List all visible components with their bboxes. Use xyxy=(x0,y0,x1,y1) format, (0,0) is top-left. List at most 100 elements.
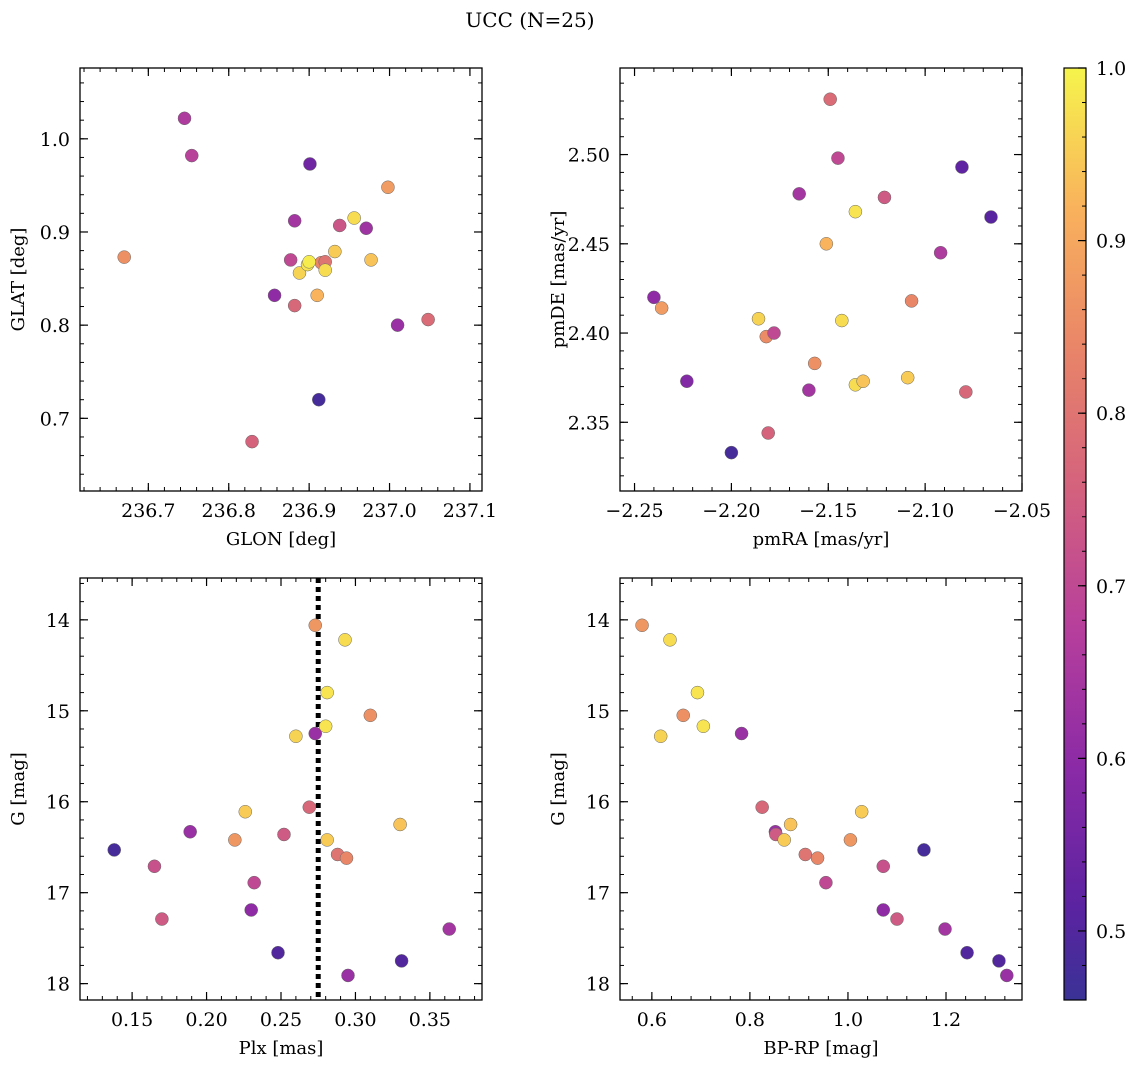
scatter-point xyxy=(877,190,892,205)
x-tick-label: −2.05 xyxy=(993,500,1051,522)
y-tick-label: 16 xyxy=(46,792,70,814)
scatter-point xyxy=(848,204,863,219)
scatter-point xyxy=(900,370,915,385)
y-axis-label: GLAT [deg] xyxy=(8,228,29,332)
scatter-point xyxy=(798,847,813,862)
axes-frame xyxy=(619,577,1023,1001)
scatter-point xyxy=(247,875,261,890)
y-tick-label: 0.8 xyxy=(40,315,70,337)
scatter-point xyxy=(938,922,952,936)
y-tick-label: 1.0 xyxy=(40,129,70,151)
y-tick-label: 14 xyxy=(586,610,610,632)
scatter-point xyxy=(267,288,282,303)
axes-frame xyxy=(79,577,483,1001)
x-tick-label: 0.6 xyxy=(637,1009,667,1031)
scatter-point xyxy=(328,244,342,259)
scatter-point xyxy=(856,374,870,388)
scatter-point xyxy=(310,288,324,303)
scatter-point xyxy=(308,618,322,633)
x-tick-label: 236.7 xyxy=(121,500,175,522)
panel-glon-glat: 236.7 236.8 236.9 237.0 237.1 0.7 0.8 0.9 1.0 GLO… xyxy=(8,67,497,550)
y-tick-label: 17 xyxy=(586,883,610,905)
x-tick-label: 237.0 xyxy=(362,500,416,522)
scatter-point xyxy=(303,157,317,171)
scatter-point xyxy=(320,685,334,700)
scatter-point xyxy=(245,434,259,449)
scatter-point xyxy=(755,800,769,814)
scatter-point xyxy=(289,729,303,743)
scatter-point xyxy=(442,922,456,936)
scatter-point xyxy=(831,151,845,165)
scatter-point xyxy=(244,903,258,917)
scatter-point xyxy=(724,445,739,460)
scatter-point xyxy=(777,833,791,847)
scatter-point xyxy=(359,221,373,236)
y-tick-label: 2.35 xyxy=(568,412,610,434)
scatter-point xyxy=(734,726,749,741)
scatter-point xyxy=(810,851,825,865)
figure-title: UCC (N=25) xyxy=(465,8,594,32)
scatter-point xyxy=(663,633,677,647)
scatter-point xyxy=(318,719,333,733)
scatter-point xyxy=(271,945,285,960)
colorbar-tick-label: 0.9 xyxy=(1096,231,1126,253)
y-tick-label: 17 xyxy=(46,883,70,905)
scatter-point xyxy=(676,708,690,723)
scatter-point xyxy=(238,804,253,819)
scatter-point xyxy=(696,719,711,733)
y-tick-label: 15 xyxy=(586,701,610,723)
scatter-point xyxy=(421,312,435,327)
scatter-point xyxy=(302,255,316,269)
scatter-point xyxy=(647,290,661,305)
scatter-point xyxy=(107,843,121,857)
scatter-point xyxy=(783,817,798,832)
scatter-point xyxy=(984,210,998,224)
scatter-point xyxy=(680,374,694,388)
x-tick-label: −2.10 xyxy=(896,500,954,522)
scatter-point xyxy=(364,253,378,267)
scatter-point xyxy=(292,266,307,280)
scatter-point xyxy=(312,392,326,407)
scatter-point xyxy=(955,160,969,174)
x-tick-label: 0.30 xyxy=(334,1009,376,1031)
scatter-point xyxy=(690,685,705,700)
x-axis-label: GLON [deg] xyxy=(226,529,336,550)
scatter-point xyxy=(320,833,334,847)
colorbar-tick-label: 0.6 xyxy=(1096,748,1126,770)
x-tick-label: 237.1 xyxy=(443,500,497,522)
scatter-point xyxy=(318,263,332,277)
y-tick-label: 2.50 xyxy=(568,145,610,167)
x-tick-label: 236.9 xyxy=(282,500,336,522)
x-axis-label: BP-RP [mag] xyxy=(763,1038,878,1059)
y-axis-label: G [mag] xyxy=(8,752,29,825)
panel-pmra-pmde: −2.25 −2.20 −2.15 −2.10 −2.05 2.35 2.40 2.45 2.5… xyxy=(548,67,1051,550)
x-tick-label: 1.2 xyxy=(931,1009,961,1031)
scatter-point xyxy=(761,426,775,440)
scatter-point xyxy=(751,312,766,326)
scatter-point xyxy=(635,618,649,633)
colorbar-tick-label: 0.8 xyxy=(1096,403,1126,425)
scatter-point xyxy=(339,851,354,865)
scatter-point xyxy=(347,211,361,225)
scatter-point xyxy=(287,298,302,313)
scatter-point xyxy=(767,326,781,340)
x-tick-label: 0.25 xyxy=(260,1009,302,1031)
scatter-point xyxy=(843,833,858,847)
colorbar: 0.5 0.6 0.7 0.8 0.9 1.0 xyxy=(1063,58,1126,1001)
scatter-point xyxy=(959,385,973,399)
scatter-point xyxy=(338,633,352,647)
colorbar-gradient xyxy=(1063,67,1087,1001)
x-tick-label: 0.20 xyxy=(185,1009,227,1031)
y-tick-label: 15 xyxy=(46,701,70,723)
y-tick-label: 16 xyxy=(586,792,610,814)
scatter-point xyxy=(183,824,197,839)
scatter-point xyxy=(823,92,837,106)
x-tick-label: 0.15 xyxy=(111,1009,153,1031)
scatter-point xyxy=(155,912,169,926)
scatter-point xyxy=(854,804,869,819)
x-axis-label: pmRA [mas/yr] xyxy=(753,529,890,550)
scatter-point xyxy=(185,148,199,163)
colorbar-tick-label: 0.7 xyxy=(1096,576,1126,598)
scatter-point xyxy=(1000,968,1014,983)
